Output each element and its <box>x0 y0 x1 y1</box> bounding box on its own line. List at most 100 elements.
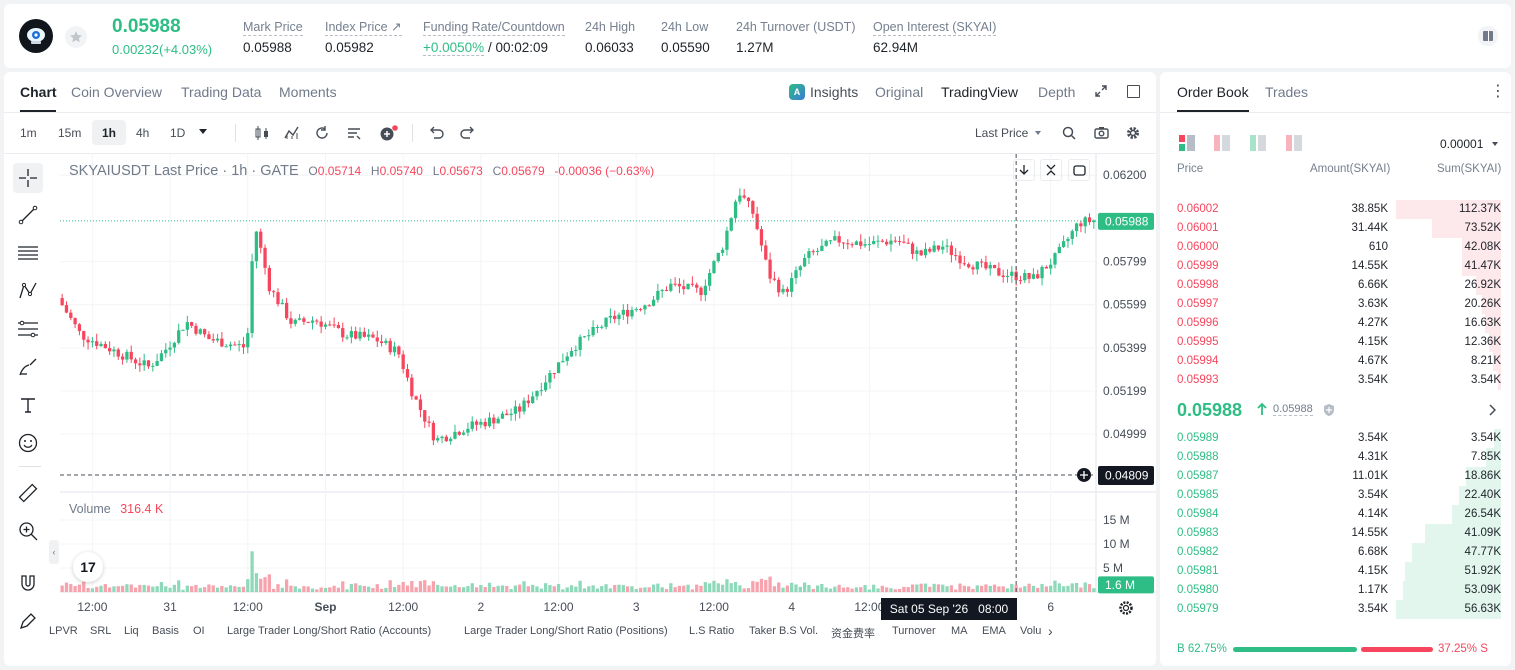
scale-settings-icon[interactable] <box>1118 600 1134 621</box>
pattern-tool-icon[interactable] <box>13 276 43 306</box>
mid-chevron-right-icon[interactable] <box>1488 403 1497 421</box>
indicator-13[interactable]: Volu <box>1020 625 1042 637</box>
tab-trading-data[interactable]: Trading Data <box>181 84 262 100</box>
tab-coin-overview[interactable]: Coin Overview <box>71 84 163 100</box>
legend-collapse-icon[interactable] <box>1013 159 1035 181</box>
tab-insights[interactable]: Insights <box>810 84 859 100</box>
crosshair-tool-icon[interactable] <box>13 163 43 193</box>
tab-moments[interactable]: Moments <box>279 84 337 100</box>
ask-row[interactable]: 0.05996 4.27K 16.63K <box>1160 314 1511 333</box>
indicator-7[interactable]: L.S Ratio <box>689 625 735 637</box>
expand-icon[interactable] <box>1094 84 1108 103</box>
bid-row[interactable]: 0.05989 3.54K 3.54K <box>1160 429 1511 448</box>
interval-1h[interactable]: 1h <box>102 126 117 140</box>
ask-row[interactable]: 0.05998 6.66K 26.92K <box>1160 276 1511 295</box>
bid-row[interactable]: 0.05983 14.55K 41.09K <box>1160 524 1511 543</box>
bid-row[interactable]: 0.05981 4.15K 51.92K <box>1160 562 1511 581</box>
camera-icon[interactable] <box>1094 126 1109 144</box>
zoom-in-tool-icon[interactable] <box>13 516 43 546</box>
search-icon[interactable] <box>1062 126 1076 145</box>
indicator-6[interactable]: Large Trader Long/Short Ratio (Positions… <box>464 625 668 637</box>
indicator-scroll-right-icon[interactable]: › <box>1048 623 1053 639</box>
brush-tool-icon[interactable] <box>13 352 43 382</box>
stat-index-price[interactable]: Index Price ↗ 0.05982 <box>325 20 402 55</box>
price-type-chevron-icon[interactable] <box>1035 131 1041 135</box>
bid-row[interactable]: 0.05987 11.01K 18.86K <box>1160 467 1511 486</box>
more-options-icon[interactable]: ⋮ <box>1490 83 1506 100</box>
view-asks-icon[interactable] <box>1214 135 1230 156</box>
view-depth-icon[interactable] <box>1286 135 1302 156</box>
indicator-11[interactable]: MA <box>951 625 968 637</box>
indicator-4[interactable]: OI <box>193 625 205 637</box>
fib-tool-icon[interactable] <box>13 314 43 344</box>
interval-1m[interactable]: 1m <box>20 126 37 140</box>
indicator-2[interactable]: Liq <box>124 625 139 637</box>
replay-icon[interactable] <box>315 126 329 145</box>
templates-icon[interactable] <box>347 126 361 145</box>
add-alert-icon[interactable] <box>379 125 399 146</box>
emoji-tool-icon[interactable] <box>13 428 43 458</box>
chart-fullscreen-icon[interactable] <box>1068 159 1090 181</box>
price-type-select[interactable]: Last Price <box>975 126 1029 140</box>
ask-row[interactable]: 0.06002 38.85K 112.37K <box>1160 200 1511 219</box>
indicator-3[interactable]: Basis <box>152 625 179 637</box>
tab-trades[interactable]: Trades <box>1265 84 1309 100</box>
bid-row[interactable]: 0.05979 3.54K 56.63K <box>1160 600 1511 619</box>
price-tick-label: 0.05199 <box>1103 384 1147 398</box>
gear-icon[interactable] <box>1126 126 1140 145</box>
view-bids-icon[interactable] <box>1250 135 1266 156</box>
interval-dropdown-icon[interactable] <box>199 129 207 134</box>
tab-chart[interactable]: Chart <box>20 84 57 100</box>
interval-15m[interactable]: 15m <box>58 126 82 140</box>
interval-1d[interactable]: 1D <box>170 126 186 140</box>
indicators-icon[interactable] <box>284 126 300 145</box>
indicator-1[interactable]: SRL <box>90 625 112 637</box>
ask-row[interactable]: 0.06001 31.44K 73.52K <box>1160 219 1511 238</box>
candle-body <box>746 197 751 202</box>
bid-row[interactable]: 0.05984 4.14K 26.54K <box>1160 505 1511 524</box>
ask-row[interactable]: 0.06000 610 42.08K <box>1160 238 1511 257</box>
notebook-icon[interactable] <box>1478 26 1498 46</box>
ask-row[interactable]: 0.05993 3.54K 3.54K <box>1160 371 1511 390</box>
bid-row[interactable]: 0.05980 1.17K 53.09K <box>1160 581 1511 600</box>
view-both-icon[interactable] <box>1179 135 1195 156</box>
tab-tradingview[interactable]: TradingView <box>941 84 1019 100</box>
candle-body <box>958 255 962 264</box>
volume-bar <box>979 585 984 592</box>
precision-select[interactable]: 0.00001 <box>1440 137 1484 151</box>
indicator-0[interactable]: LPVR <box>49 625 78 637</box>
tab-depth[interactable]: Depth <box>1038 84 1076 100</box>
window-icon[interactable] <box>1127 85 1140 98</box>
indicator-9[interactable]: 资金费率 <box>831 628 875 640</box>
magnet-tool-icon[interactable] <box>13 568 43 598</box>
collapse-toolbar-handle[interactable]: ‹ <box>49 540 59 564</box>
ask-row[interactable]: 0.05997 3.63K 20.26K <box>1160 295 1511 314</box>
bid-row[interactable]: 0.05988 4.31K 7.85K <box>1160 448 1511 467</box>
indicator-12[interactable]: EMA <box>982 625 1006 637</box>
indicator-10[interactable]: Turnover <box>892 625 936 637</box>
scale-toggle-icon[interactable] <box>1040 159 1062 181</box>
ask-row[interactable]: 0.05999 14.55K 41.47K <box>1160 257 1511 276</box>
bid-row[interactable]: 0.05985 3.54K 22.40K <box>1160 486 1511 505</box>
candle-body <box>574 349 578 351</box>
text-tool-icon[interactable] <box>13 390 43 420</box>
candle-type-icon[interactable] <box>254 126 270 145</box>
price-chart[interactable]: 0.06200 0.05799 0.05599 0.05399 0.05199 0.049… <box>4 72 1156 666</box>
pencil-lock-tool-icon[interactable] <box>13 606 43 636</box>
legend-open: 0.05714 <box>317 164 362 178</box>
indicator-5[interactable]: Large Trader Long/Short Ratio (Accounts) <box>227 625 432 637</box>
horizontal-lines-tool-icon[interactable] <box>13 238 43 268</box>
interval-4h[interactable]: 4h <box>136 126 150 140</box>
redo-icon[interactable] <box>460 126 476 145</box>
precision-chevron-icon[interactable] <box>1492 142 1498 146</box>
ask-row[interactable]: 0.05994 4.67K 8.21K <box>1160 352 1511 371</box>
trendline-tool-icon[interactable] <box>13 200 43 230</box>
undo-icon[interactable] <box>428 126 444 145</box>
indicator-8[interactable]: Taker B.S Vol. <box>749 625 819 637</box>
tab-original[interactable]: Original <box>875 84 924 100</box>
ask-row[interactable]: 0.05995 4.15K 12.36K <box>1160 333 1511 352</box>
favorite-star-icon[interactable] <box>65 26 87 48</box>
ruler-tool-icon[interactable] <box>13 478 43 508</box>
tab-order-book[interactable]: Order Book <box>1177 84 1249 100</box>
bid-row[interactable]: 0.05982 6.68K 47.77K <box>1160 543 1511 562</box>
